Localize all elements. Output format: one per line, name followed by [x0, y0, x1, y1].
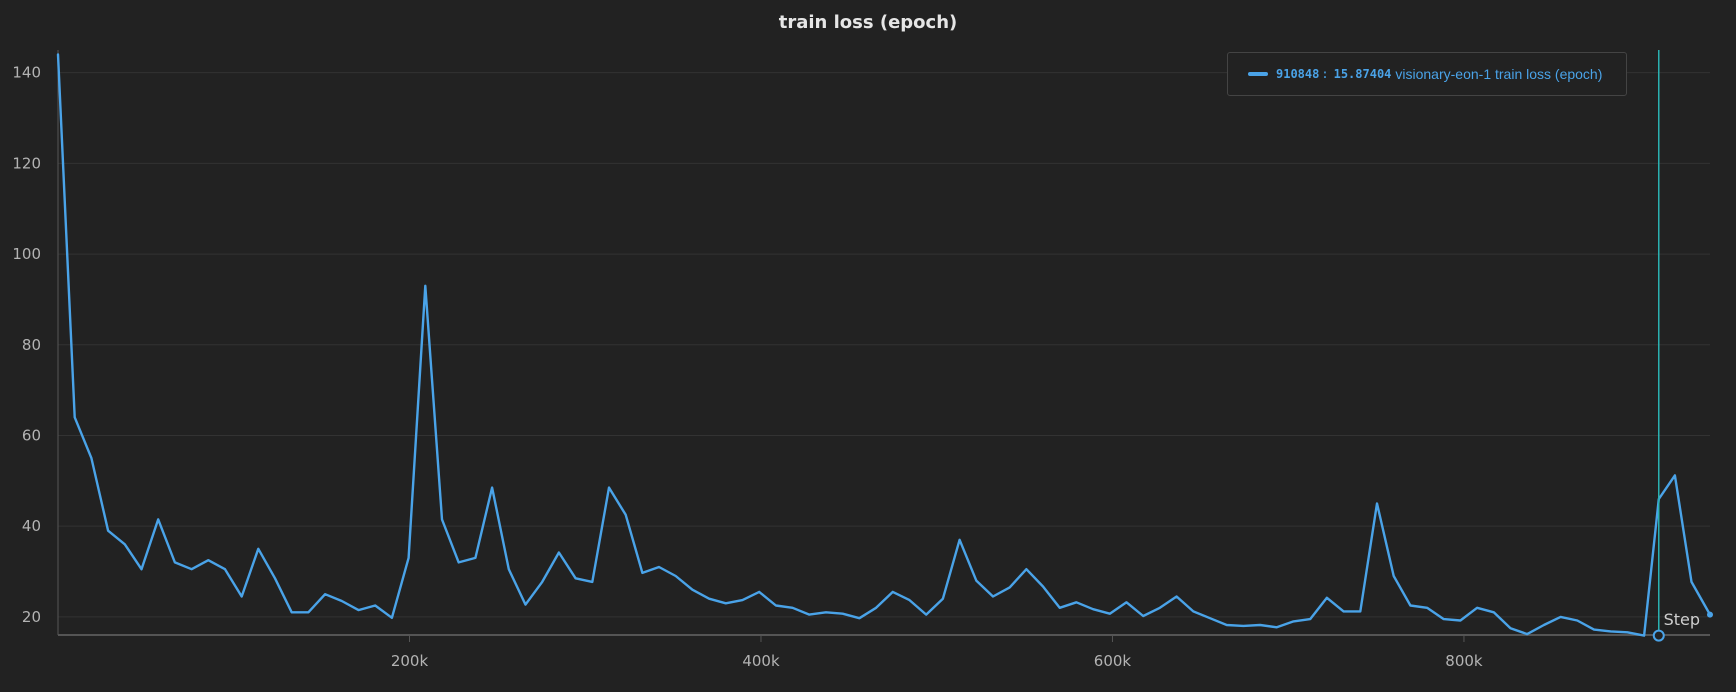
x-axis-label: Step	[1664, 610, 1700, 629]
y-tick-label: 40	[22, 517, 41, 535]
y-tick-label: 120	[12, 154, 41, 172]
hover-legend: 910848 : 15.87404 visionary-eon-1 train …	[1227, 52, 1627, 96]
y-tick-label: 80	[22, 336, 41, 354]
x-tick-label: 400k	[742, 652, 780, 670]
series-line	[56, 53, 1712, 637]
series-lines	[56, 53, 1713, 637]
axes	[57, 50, 1710, 642]
hover-cursor	[1652, 50, 1665, 642]
legend-step: 910848	[1276, 67, 1320, 81]
grid-lines	[58, 72, 1710, 618]
tick-labels: 20 40 60 80 100 120 140 200k 400k 600k 800k	[12, 64, 1483, 670]
legend-value: 15.87404	[1333, 67, 1392, 81]
x-tick-label: 600k	[1094, 652, 1132, 670]
x-tick-label: 800k	[1445, 652, 1483, 670]
x-tick-label: 200k	[391, 652, 429, 670]
y-tick-label: 100	[12, 245, 41, 263]
series-end-point	[1707, 611, 1713, 618]
y-tick-label: 60	[22, 426, 41, 444]
chart-title: train loss (epoch)	[778, 12, 958, 33]
legend-swatch	[1248, 72, 1268, 76]
legend-separator: :	[1321, 67, 1329, 81]
y-tick-label: 140	[12, 64, 41, 82]
y-tick-label: 20	[22, 608, 41, 626]
cursor-point	[1652, 629, 1665, 642]
legend-series-label: visionary-eon-1 train loss (epoch)	[1395, 66, 1603, 82]
